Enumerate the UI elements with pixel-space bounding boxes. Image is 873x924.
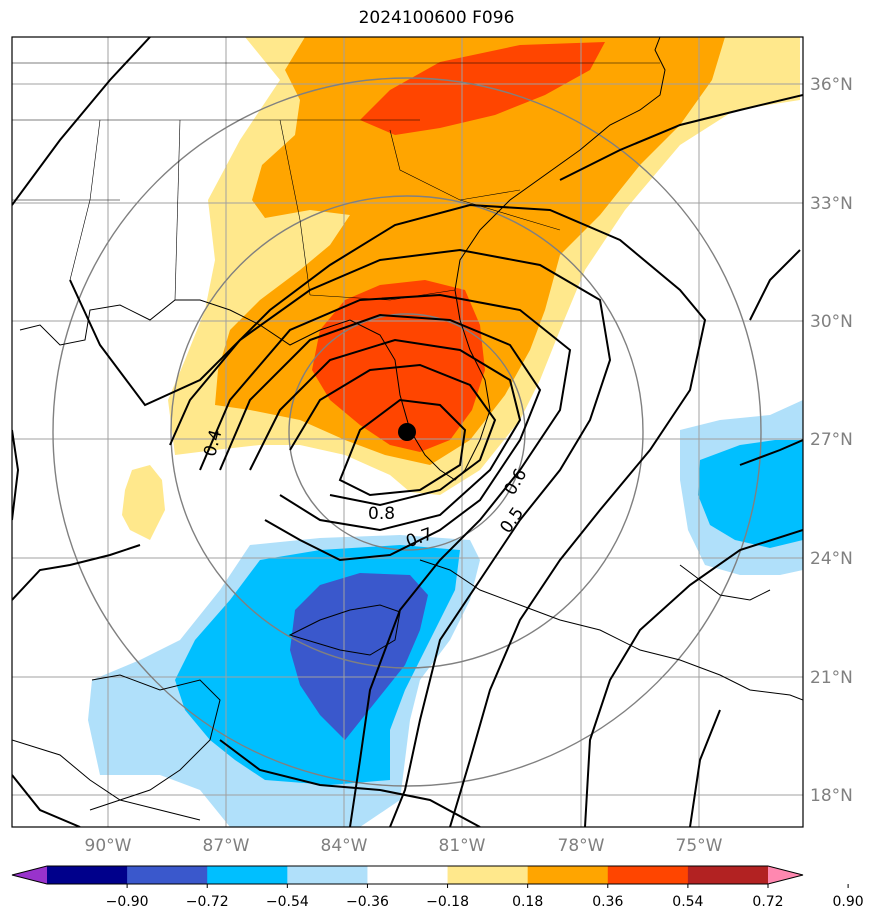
colorbar-segment [687, 866, 769, 884]
colorbar-tick-label: −0.36 [346, 894, 389, 910]
colorbar-segment [447, 866, 529, 884]
colorbar-outline [11, 865, 804, 885]
shading-negative-mid-east [698, 440, 803, 548]
colorbar-tick-label: −0.72 [186, 894, 229, 910]
lon-label: 78°W [558, 836, 605, 856]
colorbar-segment [127, 866, 208, 884]
lat-label: 30°N [810, 312, 853, 332]
colorbar-tick-label: −0.18 [426, 894, 469, 910]
colorbar-extend-max [768, 866, 803, 884]
lon-label: 84°W [321, 836, 368, 856]
range-rings [52, 77, 762, 787]
colorbar-extend-min [12, 866, 47, 884]
colorbar-tick-label: 0.54 [672, 894, 703, 910]
map-title: 2024100600 F096 [358, 8, 515, 28]
lat-label: 21°N [810, 668, 853, 688]
colorbar-tick-label: 0.36 [592, 894, 623, 910]
colorbar: −0.90 −0.72 −0.54 −0.36 −0.18 0.18 0.36 0.54 0.7… [11, 865, 864, 910]
colorbar-tick-label: −0.90 [106, 894, 149, 910]
lat-label: 33°N [810, 194, 853, 214]
lon-label: 87°W [203, 836, 250, 856]
colorbar-tick-label: 0.18 [512, 894, 543, 910]
contour-label-0-8: 0.8 [368, 504, 395, 524]
lon-label: 90°W [85, 836, 132, 856]
latitude-labels: 36°N 33°N 30°N 27°N 24°N 21°N 18°N [810, 75, 853, 806]
contour-lines [12, 37, 803, 827]
colorbar-segment [287, 866, 368, 884]
lat-label: 36°N [810, 75, 853, 95]
colorbar-segment [207, 866, 288, 884]
colorbar-tick-label: 0.72 [752, 894, 783, 910]
longitude-labels: 90°W 87°W 84°W 81°W 78°W 75°W [85, 836, 723, 856]
colorbar-segment [367, 866, 449, 884]
colorbar-tick-label: −0.54 [266, 894, 309, 910]
lat-label: 27°N [810, 430, 853, 450]
shading-positive-low-blob [122, 465, 165, 540]
colorbar-tick-label: 0.90 [833, 894, 864, 910]
map-frame [11, 36, 804, 828]
lat-label: 18°N [810, 786, 853, 806]
colorbar-segment [527, 866, 609, 884]
storm-center-marker [398, 423, 416, 441]
shading-positive-high-north [360, 42, 605, 135]
lon-label: 75°W [676, 836, 723, 856]
lon-label: 81°W [439, 836, 486, 856]
lat-label: 24°N [810, 549, 853, 569]
colorbar-segment [607, 866, 689, 884]
shading-negative-high [290, 573, 428, 740]
colorbar-segment [47, 866, 128, 884]
